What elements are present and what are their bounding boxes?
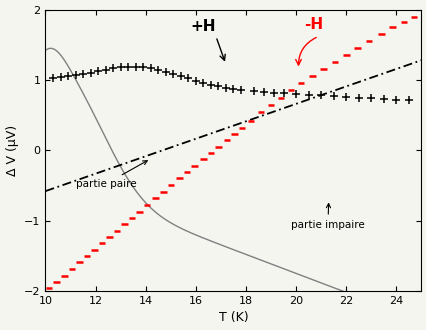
X-axis label: T (K): T (K) [218,312,248,324]
Text: -H: -H [303,17,322,32]
Text: partie paire: partie paire [75,161,147,189]
Y-axis label: Δ V (μV): Δ V (μV) [6,125,18,176]
Text: +H: +H [190,19,216,34]
Text: partie impaire: partie impaire [291,204,364,230]
